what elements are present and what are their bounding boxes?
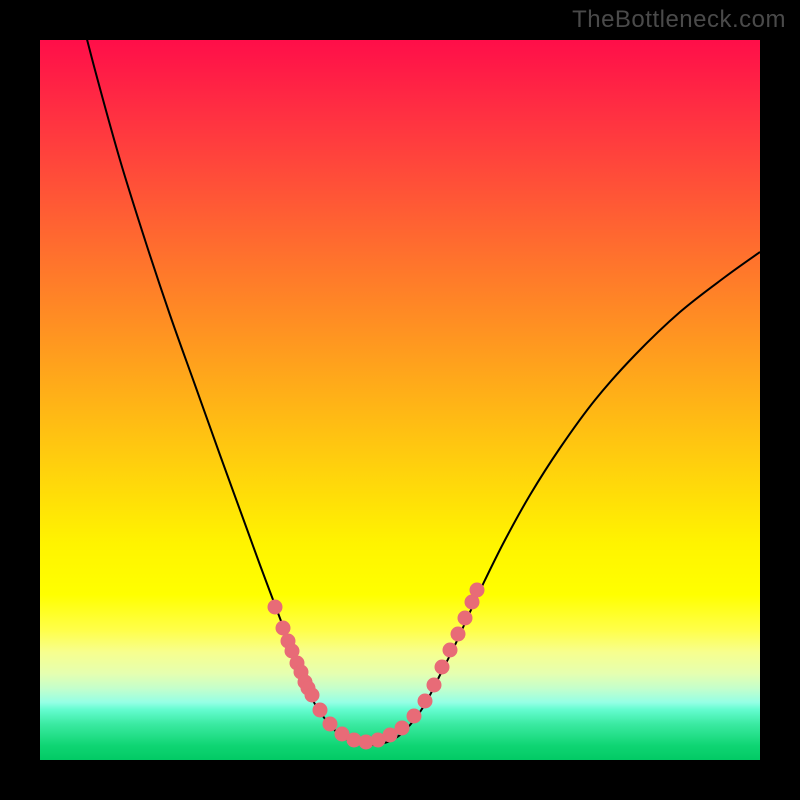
data-marker bbox=[305, 688, 319, 702]
data-marker bbox=[427, 678, 441, 692]
data-marker bbox=[268, 600, 282, 614]
data-marker bbox=[395, 721, 409, 735]
chart-svg bbox=[40, 40, 760, 760]
data-marker bbox=[435, 660, 449, 674]
data-marker bbox=[407, 709, 421, 723]
watermark-text: TheBottleneck.com bbox=[572, 6, 786, 34]
data-marker bbox=[443, 643, 457, 657]
data-marker bbox=[313, 703, 327, 717]
data-marker bbox=[323, 717, 337, 731]
data-marker bbox=[418, 694, 432, 708]
data-marker bbox=[470, 583, 484, 597]
gradient-background bbox=[40, 40, 760, 760]
data-marker bbox=[276, 621, 290, 635]
chart-plot-area bbox=[40, 40, 760, 760]
data-marker bbox=[458, 611, 472, 625]
data-marker bbox=[451, 627, 465, 641]
